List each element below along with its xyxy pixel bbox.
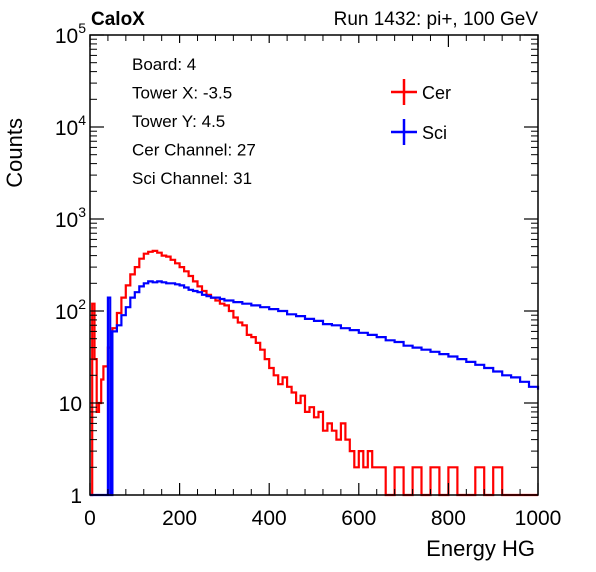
info-line: Board: 4 bbox=[132, 55, 196, 74]
info-line: Tower Y: 4.5 bbox=[132, 112, 225, 131]
x-tick-label: 0 bbox=[84, 507, 96, 530]
legend-label-sci: Sci bbox=[422, 123, 447, 143]
y-tick-label: 103 bbox=[55, 204, 86, 232]
info-box: Board: 4 Tower X: -3.5 Tower Y: 4.5 Cer Cha… bbox=[120, 43, 360, 200]
plot-frame bbox=[89, 34, 539, 496]
y-tick-label: 1 bbox=[70, 485, 82, 508]
x-axis-title: Energy HG bbox=[426, 536, 535, 561]
info-line: Cer Channel: 27 bbox=[132, 141, 256, 160]
y-axis-title: Counts bbox=[2, 118, 27, 188]
y-tick-label: 104 bbox=[55, 112, 86, 140]
y-tick-label: 105 bbox=[55, 20, 86, 48]
y-tick-label: 102 bbox=[55, 296, 86, 324]
x-tick-label: 800 bbox=[431, 507, 466, 530]
chart-header-left: CaloX bbox=[91, 9, 145, 30]
legend-label-cer: Cer bbox=[422, 83, 451, 103]
info-line: Tower X: -3.5 bbox=[132, 84, 232, 103]
info-line: Sci Channel: 31 bbox=[132, 169, 252, 188]
y-tick-label: 10 bbox=[59, 393, 82, 416]
chart-header-right: Run 1432: pi+, 100 GeV bbox=[334, 9, 539, 30]
x-tick-label: 1000 bbox=[515, 507, 562, 530]
x-tick-label: 200 bbox=[162, 507, 197, 530]
legend: Cer Sci bbox=[391, 79, 451, 145]
series-line-cer bbox=[90, 249, 538, 497]
x-tick-label: 400 bbox=[252, 507, 287, 530]
series-line-sci bbox=[90, 280, 540, 497]
info-box-background bbox=[120, 43, 360, 200]
x-tick-label: 600 bbox=[341, 507, 376, 530]
